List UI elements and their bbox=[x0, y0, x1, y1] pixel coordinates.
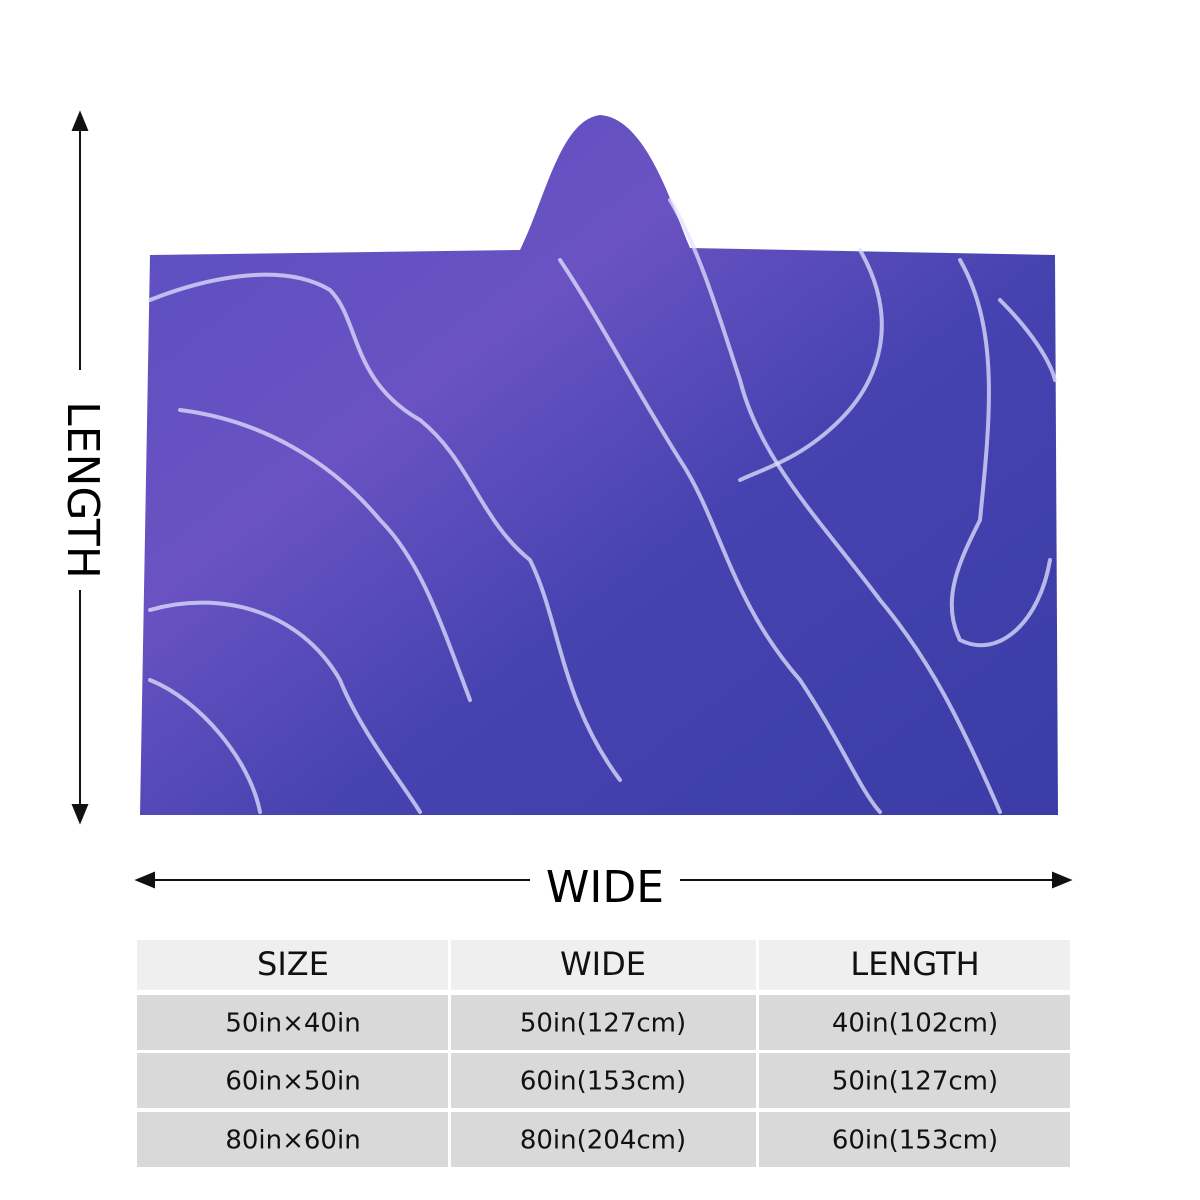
cell-text: 60in×50in bbox=[225, 1067, 360, 1097]
header-cell bbox=[137, 940, 448, 990]
table-cell bbox=[759, 1053, 1070, 1108]
cell-text: 60in(153cm) bbox=[832, 1126, 998, 1156]
cell-text: 40in(102cm) bbox=[832, 1009, 998, 1039]
table-cell bbox=[451, 1112, 756, 1167]
header-text: SIZE bbox=[257, 945, 329, 983]
length-label: LENGTH bbox=[57, 401, 108, 579]
header-text: WIDE bbox=[560, 945, 646, 983]
blanket bbox=[140, 115, 1058, 815]
header-cell bbox=[759, 940, 1070, 990]
table-cell bbox=[137, 1053, 448, 1108]
cell-text: 60in(153cm) bbox=[520, 1067, 686, 1097]
table-cell bbox=[137, 995, 448, 1050]
header-cell bbox=[451, 940, 756, 990]
length-arrow bbox=[71, 110, 89, 825]
wide-label: WIDE bbox=[546, 862, 664, 913]
cell-text: 80in×60in bbox=[225, 1126, 360, 1156]
table-cell bbox=[137, 1112, 448, 1167]
cell-text: 50in×40in bbox=[225, 1009, 360, 1039]
cell-text: 50in(127cm) bbox=[520, 1009, 686, 1039]
table-cell bbox=[451, 995, 756, 1050]
size-table: SIZE WIDE LENGTH 50in×40in 50in(127cm) 40i… bbox=[137, 940, 1070, 1167]
table-cell bbox=[759, 1112, 1070, 1167]
cell-text: 80in(204cm) bbox=[520, 1126, 686, 1156]
table-cell bbox=[759, 995, 1070, 1050]
cell-text: 50in(127cm) bbox=[832, 1067, 998, 1097]
table-cell bbox=[451, 1053, 756, 1108]
header-text: LENGTH bbox=[850, 945, 979, 983]
wide-arrow bbox=[134, 871, 1073, 889]
